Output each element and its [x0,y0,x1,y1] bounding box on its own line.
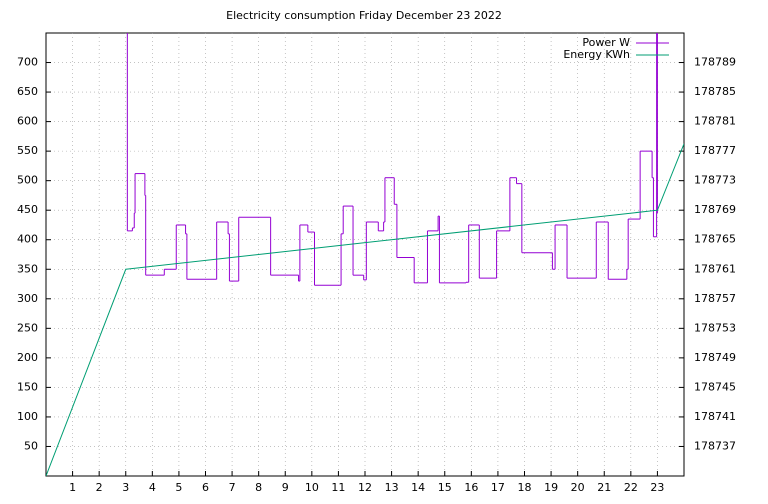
x-tick-label: 2 [96,481,103,494]
y-tick-label: 450 [17,203,38,216]
y2-tick-label: 178773 [694,174,736,187]
x-tick-label: 7 [229,481,236,494]
y2-tick-label: 178753 [694,321,736,334]
y2-tick-label: 178769 [694,203,736,216]
y-tick-label: 150 [17,380,38,393]
y-tick-label: 400 [17,233,38,246]
y-tick-label: 100 [17,410,38,423]
x-tick-label: 6 [202,481,209,494]
x-tick-label: 15 [438,481,452,494]
x-tick-label: 5 [175,481,182,494]
y-tick-label: 550 [17,144,38,157]
x-tick-label: 23 [650,481,664,494]
x-tick-label: 13 [385,481,399,494]
y-tick-label: 50 [24,439,38,452]
y2-tick-label: 178737 [694,439,736,452]
x-tick-label: 12 [358,481,372,494]
energy-line [46,143,684,476]
legend-label: Energy KWh [563,48,630,61]
x-tick-label: 14 [411,481,425,494]
x-tick-label: 19 [544,481,558,494]
x-tick-label: 8 [255,481,262,494]
y2-tick-label: 178781 [694,115,736,128]
y-tick-label: 250 [17,321,38,334]
legend-label: Power W [582,36,630,49]
y2-tick-label: 178777 [694,144,736,157]
x-tick-label: 9 [282,481,289,494]
y-tick-label: 700 [17,56,38,69]
y-tick-label: 300 [17,292,38,305]
y2-tick-label: 178765 [694,233,736,246]
x-tick-label: 3 [122,481,129,494]
y-tick-label: 350 [17,262,38,275]
y-tick-label: 200 [17,351,38,364]
x-tick-label: 16 [464,481,478,494]
chart-title: Electricity consumption Friday December … [226,9,502,22]
x-tick-label: 4 [149,481,156,494]
y2-tick-label: 178741 [694,410,736,423]
y2-tick-label: 178789 [694,56,736,69]
y2-tick-label: 178745 [694,380,736,393]
y2-tick-label: 178757 [694,292,736,305]
y-tick-label: 500 [17,174,38,187]
x-tick-label: 11 [331,481,345,494]
x-tick-label: 10 [305,481,319,494]
y-tick-label: 600 [17,115,38,128]
x-tick-label: 17 [491,481,505,494]
x-tick-label: 20 [571,481,585,494]
y2-tick-label: 178761 [694,262,736,275]
x-tick-label: 21 [597,481,611,494]
x-tick-label: 1 [69,481,76,494]
x-tick-label: 18 [518,481,532,494]
y-tick-label: 650 [17,85,38,98]
y2-tick-label: 178749 [694,351,736,364]
y2-tick-label: 178785 [694,85,736,98]
x-tick-label: 22 [624,481,638,494]
